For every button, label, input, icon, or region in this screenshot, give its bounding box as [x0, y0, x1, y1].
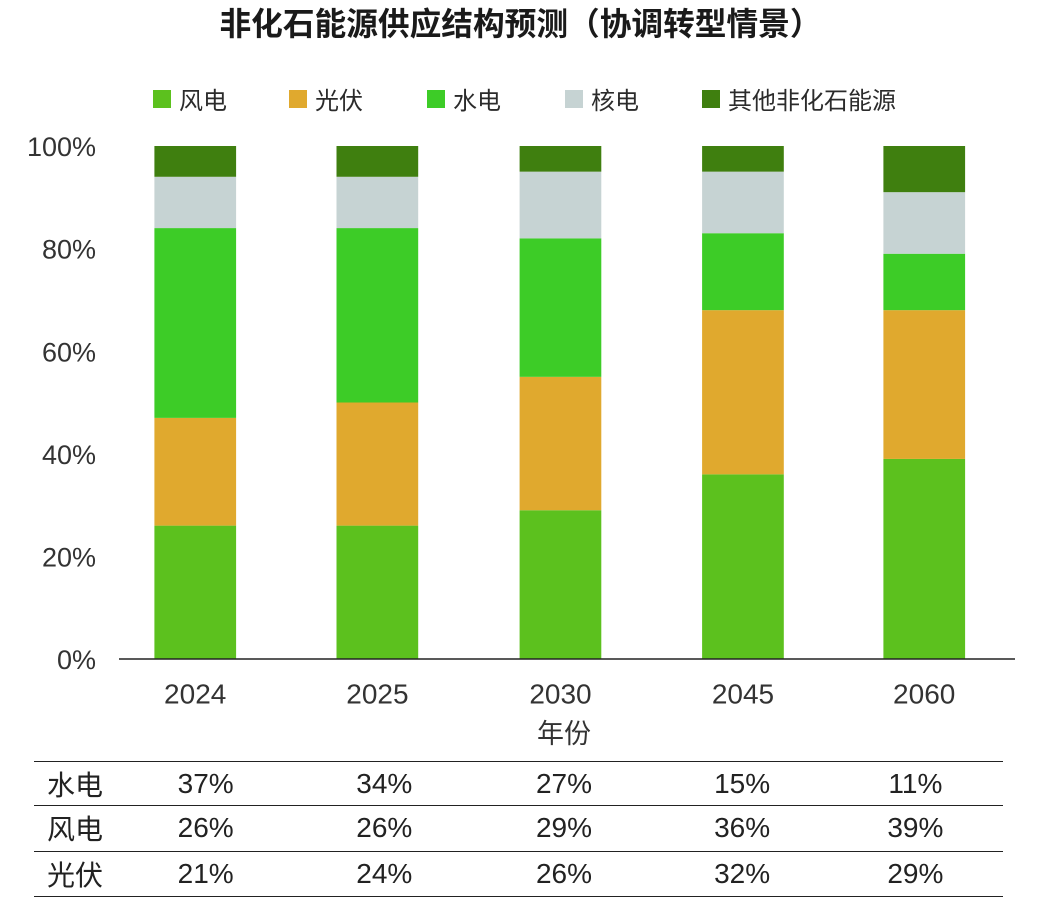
svg-text:2024: 2024 — [164, 678, 226, 709]
svg-text:2060: 2060 — [893, 678, 955, 709]
svg-text:0%: 0% — [57, 645, 96, 675]
svg-text:年份: 年份 — [537, 719, 591, 749]
svg-text:80%: 80% — [42, 235, 96, 265]
svg-text:60%: 60% — [42, 337, 96, 367]
svg-text:40%: 40% — [42, 440, 96, 470]
svg-text:2045: 2045 — [712, 678, 774, 709]
svg-text:20%: 20% — [42, 543, 96, 573]
svg-text:2030: 2030 — [529, 678, 591, 709]
svg-text:2025: 2025 — [346, 678, 408, 709]
svg-text:100%: 100% — [27, 132, 96, 162]
